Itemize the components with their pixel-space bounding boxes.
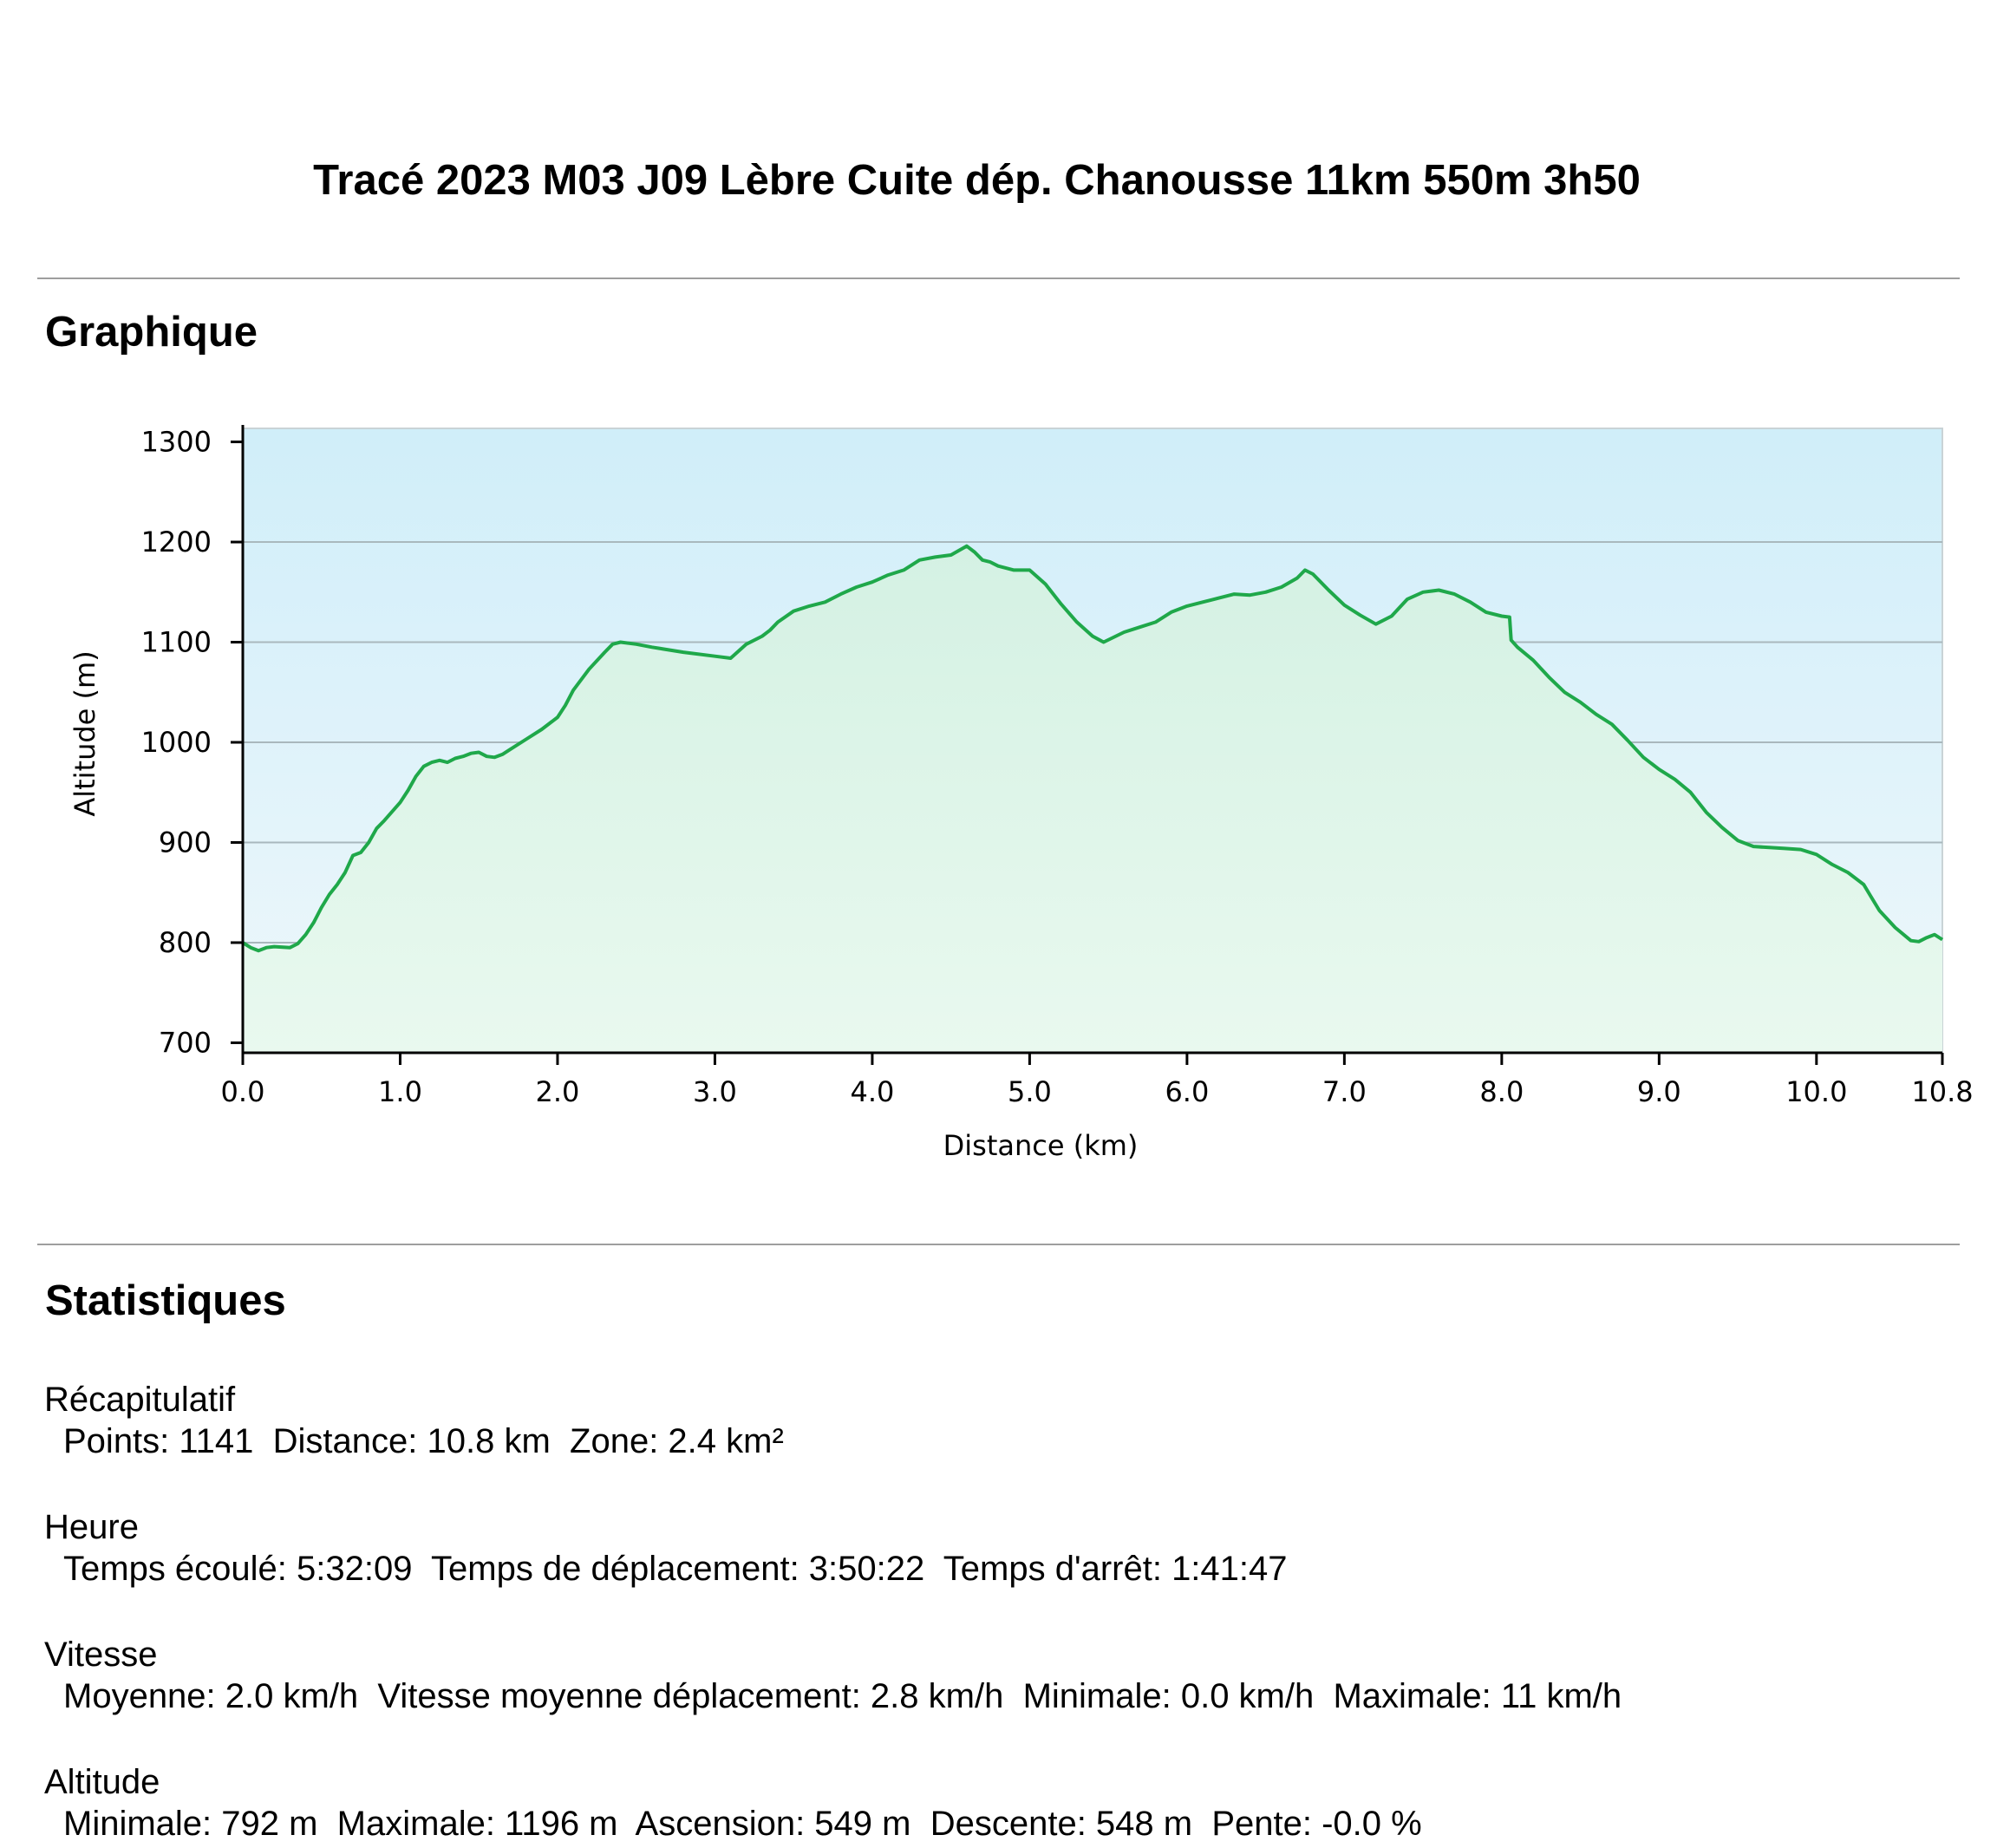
stat-slope: Pente: -0.0 % bbox=[1211, 1805, 1422, 1843]
y-axis-label: Altitude (m) bbox=[69, 650, 101, 816]
stats-group-values: Minimale: 792 m Maximale: 1196 m Ascensi… bbox=[44, 1803, 1422, 1845]
y-tick-label-800: 800 bbox=[159, 926, 212, 959]
stat-moving-speed: Vitesse moyenne déplacement: 2.8 km/h bbox=[377, 1677, 1004, 1715]
axis-labels: 700 800 900 1000 1100 1200 1300 0.0 1.0 2.0 3.0 4.0… bbox=[69, 426, 1974, 1162]
stat-distance: Distance: 10.8 km bbox=[272, 1422, 551, 1460]
stat-points: Points: 1141 bbox=[63, 1422, 254, 1460]
stat-min-altitude: Minimale: 792 m bbox=[63, 1805, 318, 1843]
y-tick-label-1000: 1000 bbox=[141, 726, 212, 759]
stat-min-speed: Minimale: 0.0 km/h bbox=[1022, 1677, 1315, 1715]
x-tick-label-2: 2.0 bbox=[536, 1075, 580, 1108]
x-tick-label-10.8: 10.8 bbox=[1911, 1075, 1973, 1108]
stat-ascent: Ascension: 549 m bbox=[635, 1805, 911, 1843]
x-tick-label-1: 1.0 bbox=[378, 1075, 422, 1108]
divider-top bbox=[37, 278, 1960, 279]
stats-group-label: Altitude bbox=[44, 1763, 160, 1801]
elevation-chart: 700 800 900 1000 1100 1200 1300 0.0 1.0 2.0 3.0 4.0… bbox=[0, 382, 1997, 1179]
x-tick-label-7: 7.0 bbox=[1322, 1075, 1367, 1108]
stats-section-heading: Statistiques bbox=[45, 1277, 286, 1324]
stats-group-label: Vitesse bbox=[44, 1636, 158, 1674]
divider-middle bbox=[37, 1244, 1960, 1245]
stats-group-label: Récapitulatif bbox=[44, 1381, 236, 1419]
stat-max-speed: Maximale: 11 km/h bbox=[1333, 1677, 1622, 1715]
x-tick-label-5: 5.0 bbox=[1008, 1075, 1052, 1108]
y-tick-label-1300: 1300 bbox=[141, 426, 212, 459]
stats-group-values: Temps écoulé: 5:32:09 Temps de déplaceme… bbox=[44, 1548, 1288, 1590]
stats-group-values: Points: 1141 Distance: 10.8 km Zone: 2.4… bbox=[44, 1420, 784, 1462]
stats-group-altitude: Altitude Minimale: 792 m Maximale: 1196 … bbox=[44, 1761, 1422, 1845]
elevation-area bbox=[241, 544, 1944, 1053]
stat-zone: Zone: 2.4 km² bbox=[570, 1422, 784, 1460]
page-title: Tracé 2023 M03 J09 Lèbre Cuite dép. Chan… bbox=[313, 157, 1641, 204]
stat-descent: Descente: 548 m bbox=[930, 1805, 1193, 1843]
axes bbox=[231, 425, 1944, 1065]
elevation-fill bbox=[243, 545, 1942, 1053]
x-tick-label-0: 0.0 bbox=[221, 1075, 265, 1108]
stats-group-summary: Récapitulatif Points: 1141 Distance: 10.… bbox=[44, 1379, 784, 1462]
stat-moving-time: Temps de déplacement: 3:50:22 bbox=[431, 1550, 925, 1588]
x-tick-label-8: 8.0 bbox=[1479, 1075, 1524, 1108]
y-tick-label-1200: 1200 bbox=[141, 526, 212, 558]
graph-section-heading: Graphique bbox=[45, 309, 258, 356]
stats-group-time: Heure Temps écoulé: 5:32:09 Temps de dép… bbox=[44, 1506, 1288, 1590]
x-tick-label-9: 9.0 bbox=[1637, 1075, 1681, 1108]
elevation-chart-svg: 700 800 900 1000 1100 1200 1300 0.0 1.0 2.0 3.0 4.0… bbox=[69, 425, 1974, 1162]
elevation-line bbox=[241, 544, 1944, 953]
stats-group-label: Heure bbox=[44, 1508, 139, 1546]
stat-average-speed: Moyenne: 2.0 km/h bbox=[63, 1677, 359, 1715]
y-tick-label-900: 900 bbox=[159, 826, 212, 859]
x-axis-label: Distance (km) bbox=[943, 1129, 1139, 1162]
stat-stopped-time: Temps d'arrêt: 1:41:47 bbox=[943, 1550, 1288, 1588]
x-tick-label-10: 10.0 bbox=[1785, 1075, 1847, 1108]
stat-elapsed-time: Temps écoulé: 5:32:09 bbox=[63, 1550, 413, 1588]
stats-group-values: Moyenne: 2.0 km/h Vitesse moyenne déplac… bbox=[44, 1675, 1622, 1717]
y-tick-label-700: 700 bbox=[159, 1026, 212, 1059]
x-tick-label-6: 6.0 bbox=[1165, 1075, 1209, 1108]
stats-group-speed: Vitesse Moyenne: 2.0 km/h Vitesse moyenn… bbox=[44, 1634, 1622, 1717]
y-tick-label-1100: 1100 bbox=[141, 626, 212, 659]
stat-max-altitude: Maximale: 1196 m bbox=[336, 1805, 618, 1843]
x-tick-label-4: 4.0 bbox=[850, 1075, 894, 1108]
x-tick-label-3: 3.0 bbox=[693, 1075, 737, 1108]
